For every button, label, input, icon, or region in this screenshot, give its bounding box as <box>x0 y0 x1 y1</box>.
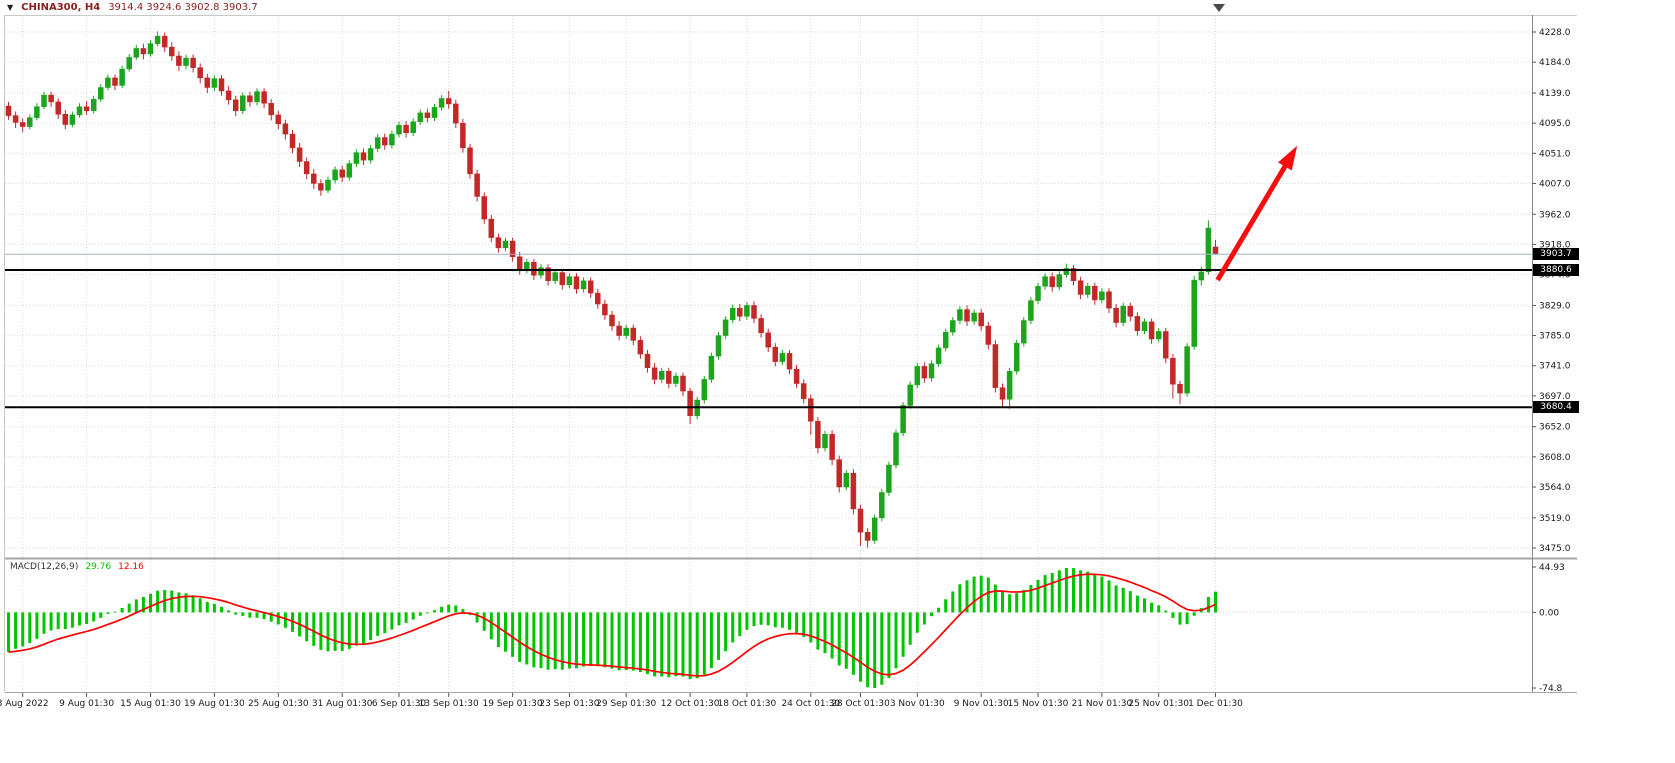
svg-text:3741.0: 3741.0 <box>1539 362 1571 372</box>
resistance-price-tag: 3880.6 <box>1533 264 1579 277</box>
svg-text:3 Nov 01:30: 3 Nov 01:30 <box>890 699 945 709</box>
svg-text:4228.0: 4228.0 <box>1539 28 1571 38</box>
svg-text:29 Sep 01:30: 29 Sep 01:30 <box>596 699 656 709</box>
svg-text:3652.0: 3652.0 <box>1539 423 1571 433</box>
svg-text:3608.0: 3608.0 <box>1539 453 1571 463</box>
svg-text:3 Aug 2022: 3 Aug 2022 <box>0 699 49 709</box>
svg-text:3918.0: 3918.0 <box>1539 240 1571 250</box>
svg-text:19 Aug 01:30: 19 Aug 01:30 <box>184 699 245 709</box>
svg-text:28 Oct 01:30: 28 Oct 01:30 <box>831 699 890 709</box>
svg-text:44.93: 44.93 <box>1539 563 1565 573</box>
time-axis-labels: 3 Aug 2022 9 Aug 01:30 15 Aug 01:30 19 Aug … <box>0 693 1243 709</box>
svg-text:3829.0: 3829.0 <box>1539 301 1571 311</box>
svg-text:21 Nov 01:30: 21 Nov 01:30 <box>1072 699 1133 709</box>
chart-ohlc-values: 3914.4 3924.6 3902.8 3903.7 <box>108 2 258 13</box>
svg-text:3519.0: 3519.0 <box>1539 514 1571 524</box>
svg-text:3785.0: 3785.0 <box>1539 332 1571 342</box>
macd-value: 29.76 <box>85 562 112 572</box>
svg-text:4095.0: 4095.0 <box>1539 119 1571 129</box>
svg-text:23 Sep 01:30: 23 Sep 01:30 <box>539 699 599 709</box>
svg-text:-74.8: -74.8 <box>1539 684 1563 694</box>
svg-text:3697.0: 3697.0 <box>1539 392 1571 402</box>
svg-text:24 Oct 01:30: 24 Oct 01:30 <box>781 699 840 709</box>
trend-arrow-annotation[interactable] <box>1215 145 1298 282</box>
svg-text:25 Aug 01:30: 25 Aug 01:30 <box>248 699 309 709</box>
svg-text:0.00: 0.00 <box>1539 608 1559 618</box>
svg-text:31 Aug 01:30: 31 Aug 01:30 <box>312 699 373 709</box>
svg-text:19 Sep 01:30: 19 Sep 01:30 <box>483 699 543 709</box>
svg-text:4051.0: 4051.0 <box>1539 149 1571 159</box>
svg-text:25 Nov 01:30: 25 Nov 01:30 <box>1128 699 1189 709</box>
object-lines-layer <box>5 253 1532 409</box>
svg-text:9 Aug 01:30: 9 Aug 01:30 <box>59 699 114 709</box>
svg-text:1 Dec 01:30: 1 Dec 01:30 <box>1188 699 1243 709</box>
svg-text:18 Oct 01:30: 18 Oct 01:30 <box>718 699 777 709</box>
symbol-dropdown-icon[interactable]: ▼ <box>7 2 14 12</box>
svg-text:3475.0: 3475.0 <box>1539 544 1571 554</box>
svg-text:15 Nov 01:30: 15 Nov 01:30 <box>1008 699 1069 709</box>
macd-histogram-layer <box>7 567 1217 688</box>
svg-text:6 Sep 01:30: 6 Sep 01:30 <box>372 699 427 709</box>
time-axis[interactable] <box>5 693 1533 713</box>
support-price-tag: 3680.4 <box>1533 401 1579 414</box>
current-price-tag: 3903.7 <box>1533 248 1579 261</box>
grid-layer <box>5 16 1532 691</box>
frame-layer <box>4 15 1577 693</box>
svg-text:4139.0: 4139.0 <box>1539 89 1571 99</box>
price-axis[interactable] <box>1533 15 1597 692</box>
svg-text:12 Oct 01:30: 12 Oct 01:30 <box>661 699 720 709</box>
svg-text:13 Sep 01:30: 13 Sep 01:30 <box>419 699 479 709</box>
svg-text:4007.0: 4007.0 <box>1539 179 1571 189</box>
macd-indicator-label: MACD(12,26,9) 29.76 12.16 <box>10 562 144 572</box>
chart-symbol-title: CHINA300, H4 <box>21 2 101 13</box>
svg-text:3962.0: 3962.0 <box>1539 210 1571 220</box>
chart-shift-marker-icon[interactable] <box>1213 4 1225 12</box>
svg-text:9 Nov 01:30: 9 Nov 01:30 <box>954 699 1009 709</box>
macd-signal-line <box>8 573 1216 677</box>
macd-axis-labels: 44.93 0.00 -74.8 <box>1532 563 1565 694</box>
macd-name: MACD(12,26,9) <box>10 562 79 572</box>
macd-signal-value: 12.16 <box>118 562 144 572</box>
svg-text:3564.0: 3564.0 <box>1539 483 1571 493</box>
candles-layer <box>5 31 1219 548</box>
chart-header: ▼ CHINA300, H4 3914.4 3924.6 3902.8 3903… <box>7 1 258 14</box>
svg-text:15 Aug 01:30: 15 Aug 01:30 <box>120 699 181 709</box>
svg-text:4184.0: 4184.0 <box>1539 58 1571 68</box>
price-axis-labels: 4228.0 4184.0 4139.0 4095.0 4051.0 4007.0 3962… <box>1532 28 1571 554</box>
